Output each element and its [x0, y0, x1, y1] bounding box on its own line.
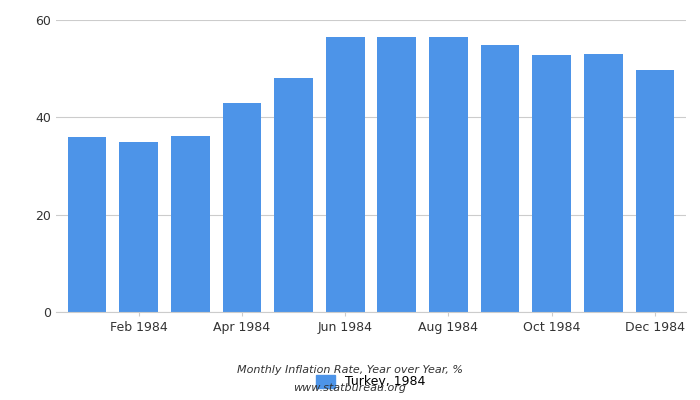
Bar	[274, 78, 313, 312]
Bar	[223, 103, 261, 312]
Bar	[377, 37, 416, 312]
Bar	[584, 54, 623, 312]
Bar	[429, 37, 468, 312]
Bar	[171, 136, 209, 312]
Legend: Turkey, 1984: Turkey, 1984	[312, 370, 430, 393]
Bar	[119, 142, 158, 312]
Bar	[481, 45, 519, 312]
Bar	[326, 37, 365, 312]
Bar	[68, 137, 106, 312]
Text: Monthly Inflation Rate, Year over Year, %: Monthly Inflation Rate, Year over Year, …	[237, 365, 463, 375]
Bar	[636, 70, 674, 312]
Text: www.statbureau.org: www.statbureau.org	[293, 383, 407, 393]
Bar	[533, 55, 571, 312]
